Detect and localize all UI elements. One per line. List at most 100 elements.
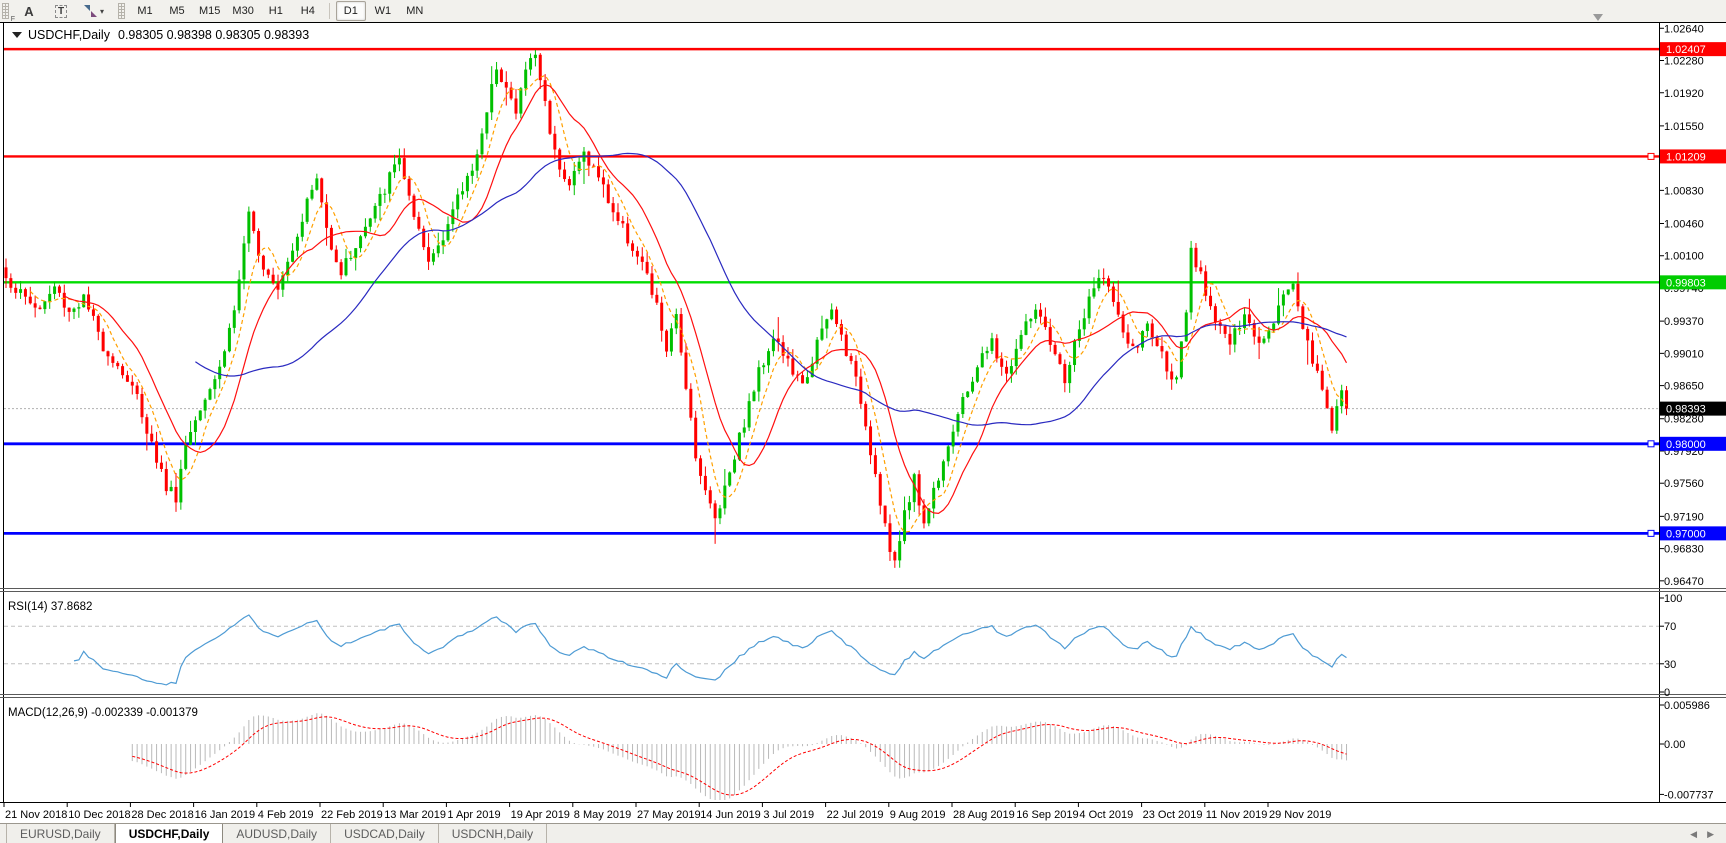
candle-body bbox=[1058, 354, 1062, 364]
date-tick-label: 8 May 2019 bbox=[574, 809, 631, 821]
candle-body bbox=[315, 178, 319, 190]
candle-body bbox=[869, 426, 873, 456]
candle-body bbox=[354, 248, 358, 258]
ma-fast-line bbox=[29, 74, 1347, 533]
chart-background bbox=[0, 22, 1726, 823]
toolbar-grip-label: F bbox=[10, 16, 15, 23]
candle-body bbox=[223, 351, 227, 367]
candle-body bbox=[626, 223, 630, 244]
candle-body bbox=[227, 327, 231, 352]
candle-body bbox=[1043, 316, 1047, 328]
chart-shift-marker[interactable] bbox=[1593, 14, 1603, 21]
date-tick-label: 27 May 2019 bbox=[637, 809, 701, 821]
candle-body bbox=[1063, 363, 1067, 384]
chart-tab-eurusd[interactable]: EURUSD,Daily bbox=[6, 824, 115, 843]
candle-body bbox=[1048, 327, 1052, 345]
candle-body bbox=[1092, 288, 1096, 297]
hline-handle-0.97000[interactable] bbox=[1647, 529, 1655, 537]
price-tick-label: 0.96470 bbox=[1664, 576, 1704, 588]
candle-body bbox=[461, 191, 465, 195]
candle-body bbox=[106, 351, 110, 357]
candle-body bbox=[961, 397, 965, 415]
rsi-line bbox=[73, 614, 1347, 686]
timeframe-button-h1[interactable]: H1 bbox=[268, 5, 283, 17]
candle-body bbox=[1189, 247, 1193, 313]
candle-body bbox=[1204, 271, 1208, 296]
candle-body bbox=[737, 432, 741, 460]
timeframe-button-w1[interactable]: W1 bbox=[374, 5, 392, 17]
macd-scale-label: -0.007737 bbox=[1664, 789, 1714, 801]
candle-body bbox=[1345, 390, 1349, 409]
timeframe-button-m30[interactable]: M30 bbox=[232, 5, 254, 17]
chart-tab-usdcad[interactable]: USDCAD,Daily bbox=[331, 824, 439, 843]
hline-price-label: 1.01209 bbox=[1666, 151, 1706, 163]
chart-canvas[interactable]: 1.026401.022801.019201.015501.011901.008… bbox=[0, 22, 1726, 823]
candle-body bbox=[422, 228, 426, 248]
date-tick-label: 23 Oct 2019 bbox=[1143, 809, 1203, 821]
price-tick-label: 0.99370 bbox=[1664, 316, 1704, 328]
toolbar-grip[interactable]: F bbox=[2, 3, 15, 23]
candle-body bbox=[801, 375, 805, 384]
date-tick-label: 14 Jun 2019 bbox=[700, 809, 761, 821]
candle-body bbox=[533, 54, 537, 59]
timeframe-button-m15[interactable]: M15 bbox=[199, 5, 221, 17]
hline-handle-0.98000[interactable] bbox=[1647, 440, 1655, 448]
timeframe-button-m5[interactable]: M5 bbox=[169, 5, 185, 17]
candle-body bbox=[446, 224, 450, 241]
candle-body bbox=[286, 261, 290, 276]
candle-body bbox=[388, 172, 392, 194]
candle-body bbox=[684, 352, 688, 389]
candle-body bbox=[397, 158, 401, 165]
candle-body bbox=[499, 69, 503, 83]
tab-scroll-left-icon[interactable]: ◀ bbox=[1690, 828, 1698, 839]
candle-body bbox=[465, 175, 469, 192]
candle-body bbox=[752, 391, 756, 402]
candle-body bbox=[295, 236, 299, 251]
chart-title-dropdown-icon[interactable] bbox=[12, 32, 22, 38]
timeframe-toolbar-grip[interactable] bbox=[118, 3, 126, 19]
candle-body bbox=[1291, 283, 1295, 290]
candle-body bbox=[1223, 325, 1227, 334]
candle-body bbox=[43, 301, 47, 310]
candle-body bbox=[733, 459, 737, 473]
candle-body bbox=[835, 309, 839, 325]
candle-body bbox=[1238, 328, 1242, 330]
candle-body bbox=[1301, 306, 1305, 329]
chart-tab-audusd[interactable]: AUDUSD,Daily bbox=[223, 824, 332, 843]
candle-body bbox=[927, 508, 931, 524]
chart-tab-usdchf[interactable]: USDCHF,Daily bbox=[114, 824, 224, 843]
hline-handle-1.01209[interactable] bbox=[1647, 152, 1655, 160]
date-tick-label: 22 Feb 2019 bbox=[321, 809, 383, 821]
timeframe-button-mn[interactable]: MN bbox=[406, 5, 424, 17]
candle-body bbox=[805, 377, 809, 384]
candle-body bbox=[519, 88, 523, 114]
candle-body bbox=[1325, 389, 1329, 408]
candle-body bbox=[922, 505, 926, 524]
candle-body bbox=[893, 551, 897, 561]
text-label-tool-button[interactable]: T bbox=[46, 1, 76, 21]
candle-body bbox=[291, 250, 295, 262]
chart-tab-usdcnh[interactable]: USDCNH,Daily bbox=[439, 824, 548, 843]
tab-scroll-right-icon[interactable]: ▶ bbox=[1707, 828, 1714, 839]
timeframe-button-m1[interactable]: M1 bbox=[137, 5, 153, 17]
timeframe-button-d1[interactable]: D1 bbox=[335, 1, 366, 21]
candle-body bbox=[825, 319, 829, 329]
price-tick-label: 0.98650 bbox=[1664, 381, 1704, 393]
timeframe-button-h4[interactable]: H4 bbox=[300, 5, 315, 17]
candle-body bbox=[810, 363, 814, 378]
font-tool-button[interactable]: A bbox=[14, 1, 44, 21]
hline-price-box bbox=[1660, 436, 1726, 451]
candle-body bbox=[329, 227, 333, 250]
candle-body bbox=[1111, 286, 1115, 302]
candle-body bbox=[679, 314, 683, 353]
candle-body bbox=[237, 279, 241, 311]
arrows-tool-button[interactable]: ▾ bbox=[78, 1, 109, 21]
candle-body bbox=[252, 211, 256, 231]
candle-body bbox=[830, 309, 834, 320]
date-tick-label: 29 Nov 2019 bbox=[1269, 809, 1331, 821]
candle-body bbox=[956, 414, 960, 432]
date-tick-label: 11 Nov 2019 bbox=[1206, 809, 1268, 821]
candle-body bbox=[82, 294, 86, 308]
candle-body bbox=[898, 541, 902, 561]
candle-body bbox=[475, 154, 479, 171]
